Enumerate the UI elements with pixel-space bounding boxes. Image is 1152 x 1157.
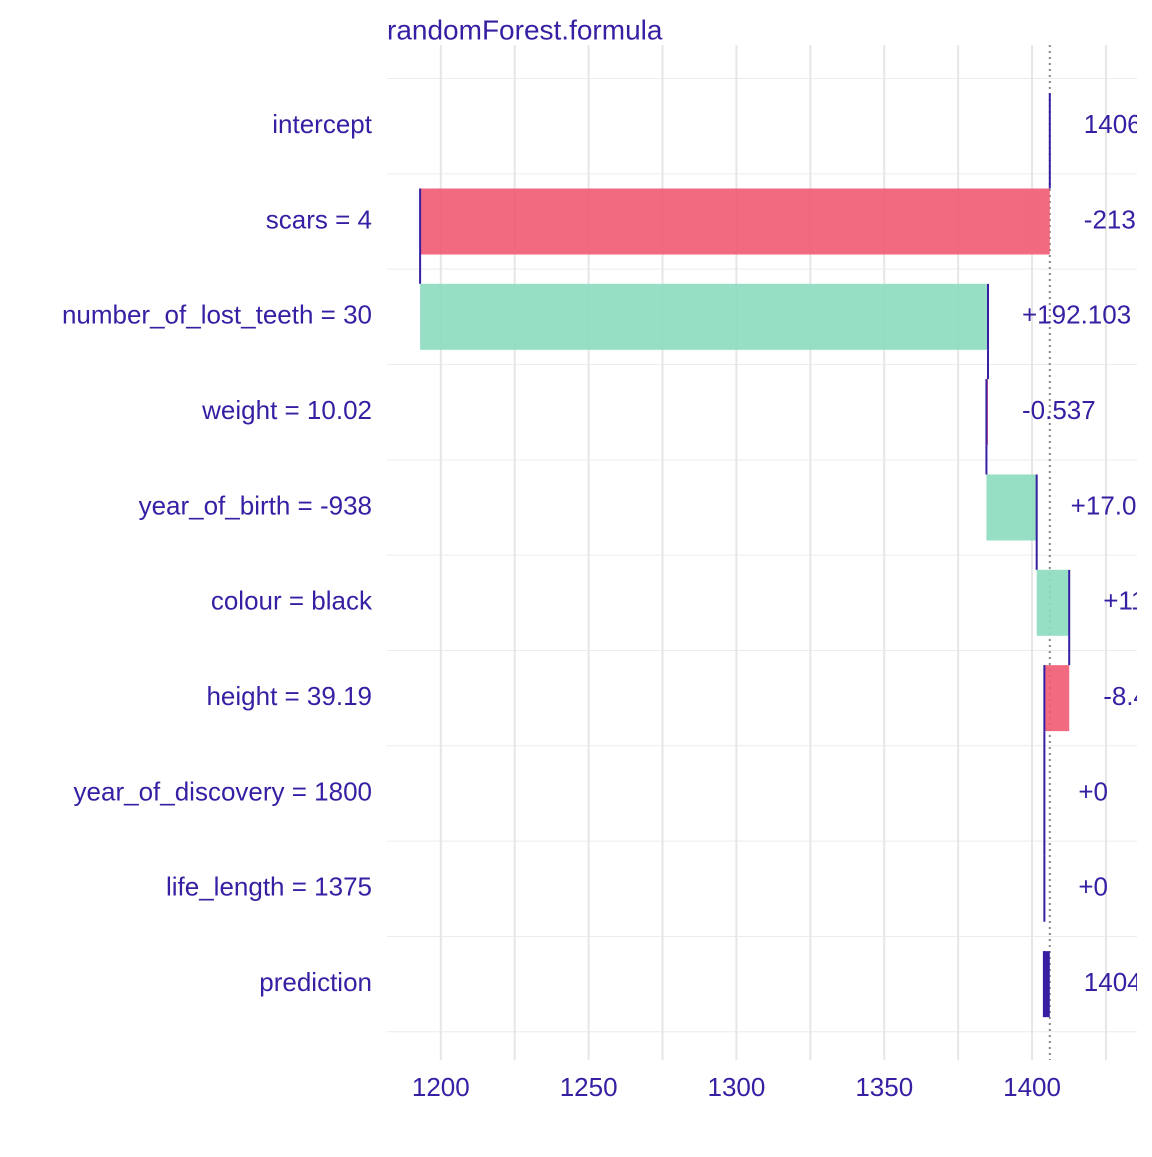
value-label: -8.4 bbox=[1103, 681, 1148, 711]
y-tick-label: number_of_lost_teeth = 30 bbox=[62, 300, 372, 330]
x-tick-label: 1300 bbox=[708, 1072, 766, 1102]
value-label: 1406 bbox=[1084, 109, 1142, 139]
x-tick-label: 1350 bbox=[855, 1072, 913, 1102]
value-label: +11 bbox=[1103, 586, 1145, 616]
value-label: +17.0 bbox=[1071, 490, 1137, 520]
value-label: +192.103 bbox=[1022, 300, 1131, 330]
y-tick-label: year_of_birth = -938 bbox=[139, 490, 372, 520]
x-tick-label: 1400 bbox=[1003, 1072, 1061, 1102]
bar bbox=[1044, 665, 1070, 732]
chart-title: randomForest.formula bbox=[387, 14, 663, 45]
bar bbox=[420, 188, 1050, 255]
bar bbox=[1043, 951, 1050, 1018]
bar bbox=[986, 474, 1037, 541]
y-tick-label: intercept bbox=[272, 109, 372, 139]
x-tick-label: 1250 bbox=[560, 1072, 618, 1102]
value-label: -0.537 bbox=[1022, 395, 1096, 425]
y-tick-label: prediction bbox=[259, 967, 372, 997]
y-tick-label: life_length = 1375 bbox=[166, 872, 372, 902]
y-tick-label: year_of_discovery = 1800 bbox=[74, 776, 372, 806]
value-label: 1404 bbox=[1084, 967, 1142, 997]
value-label: -213 bbox=[1084, 204, 1136, 234]
y-tick-label: weight = 10.02 bbox=[201, 395, 372, 425]
bar bbox=[1036, 569, 1070, 636]
value-label: +0 bbox=[1078, 872, 1108, 902]
value-label: +0 bbox=[1078, 776, 1108, 806]
x-tick-label: 1200 bbox=[412, 1072, 470, 1102]
y-tick-label: colour = black bbox=[211, 586, 373, 616]
bar bbox=[420, 283, 989, 350]
y-tick-label: scars = 4 bbox=[266, 204, 372, 234]
plot: 1406 -213 +192.103 -0.537 +17.0 +11 -8.4 +0 +0 14… bbox=[419, 45, 1148, 1060]
y-tick-label: height = 39.19 bbox=[206, 681, 372, 711]
